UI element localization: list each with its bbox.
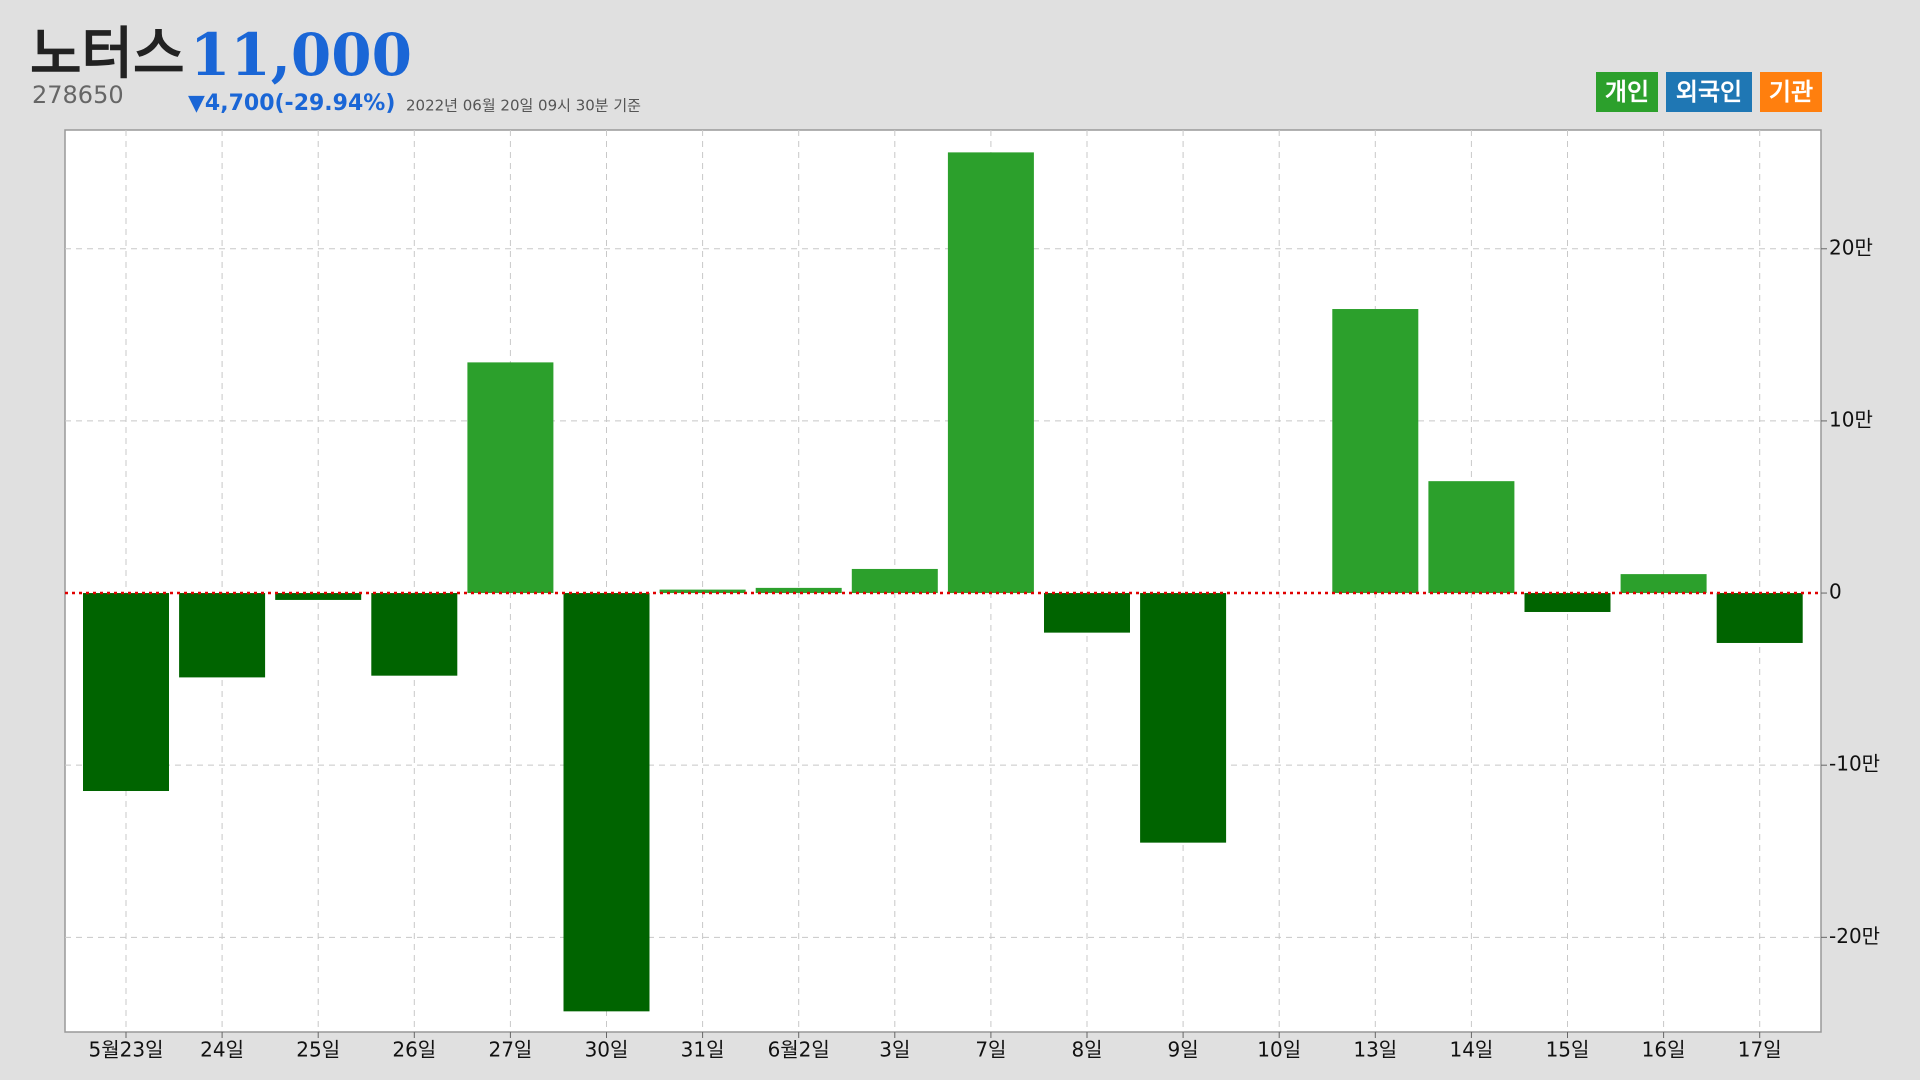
price-change: ▼4,700(-29.94%) [188, 91, 395, 116]
bar [1428, 481, 1515, 594]
chart-title: 노터스 [30, 22, 185, 87]
x-tick-label: 9일 [1168, 1038, 1199, 1062]
x-tick-label: 13일 [1353, 1038, 1397, 1062]
timestamp: 2022년 06월 20일 09시 30분 기준 [406, 97, 641, 115]
bar [563, 593, 650, 1012]
legend-label[interactable]: 기관 [1769, 78, 1813, 106]
bar [1332, 309, 1419, 594]
y-tick-label: 20만 [1829, 235, 1873, 259]
legend-button[interactable] [1596, 72, 1658, 112]
bar [371, 593, 458, 676]
bar [1620, 574, 1707, 594]
legend-button[interactable] [1666, 72, 1752, 112]
x-tick-label: 8일 [1071, 1038, 1102, 1062]
x-tick-label: 16일 [1642, 1038, 1686, 1062]
bar [1716, 593, 1803, 643]
x-tick-label: 10일 [1257, 1038, 1301, 1062]
bar [851, 568, 938, 594]
x-tick-label: 25일 [296, 1038, 340, 1062]
x-tick-label: 15일 [1546, 1038, 1590, 1062]
y-tick-label: 10만 [1829, 407, 1873, 431]
bar [467, 362, 554, 594]
bar [947, 152, 1034, 594]
x-tick-label: 6월2일 [768, 1038, 830, 1062]
x-tick-label: 14일 [1449, 1038, 1493, 1062]
bar [1044, 593, 1130, 633]
stock-code: 278650 [32, 81, 124, 109]
x-tick-label: 7일 [975, 1038, 1006, 1062]
x-tick-label: 24일 [200, 1038, 244, 1062]
x-tick-label: 17일 [1738, 1038, 1782, 1062]
legend-button[interactable] [1760, 72, 1822, 112]
price: 11,000 [190, 21, 412, 89]
legend-label[interactable]: 개인 [1605, 78, 1649, 106]
bar [1140, 593, 1227, 843]
x-tick-label: 5월23일 [89, 1038, 164, 1062]
x-tick-label: 30일 [585, 1038, 629, 1062]
x-tick-label: 3일 [879, 1038, 910, 1062]
x-tick-label: 31일 [681, 1038, 725, 1062]
bar [1524, 593, 1611, 612]
bar [755, 587, 842, 594]
x-tick-label: 26일 [392, 1038, 436, 1062]
x-tick-label: 27일 [488, 1038, 532, 1062]
y-tick-label: 0 [1829, 580, 1842, 604]
y-tick-label: -20만 [1829, 924, 1880, 948]
bar [83, 593, 169, 792]
plot-area [64, 129, 1822, 1033]
legend-label[interactable]: 외국인 [1676, 78, 1742, 106]
bar [275, 593, 362, 600]
bar [659, 589, 746, 594]
bar [179, 593, 266, 678]
y-tick-label: -10만 [1829, 752, 1880, 776]
